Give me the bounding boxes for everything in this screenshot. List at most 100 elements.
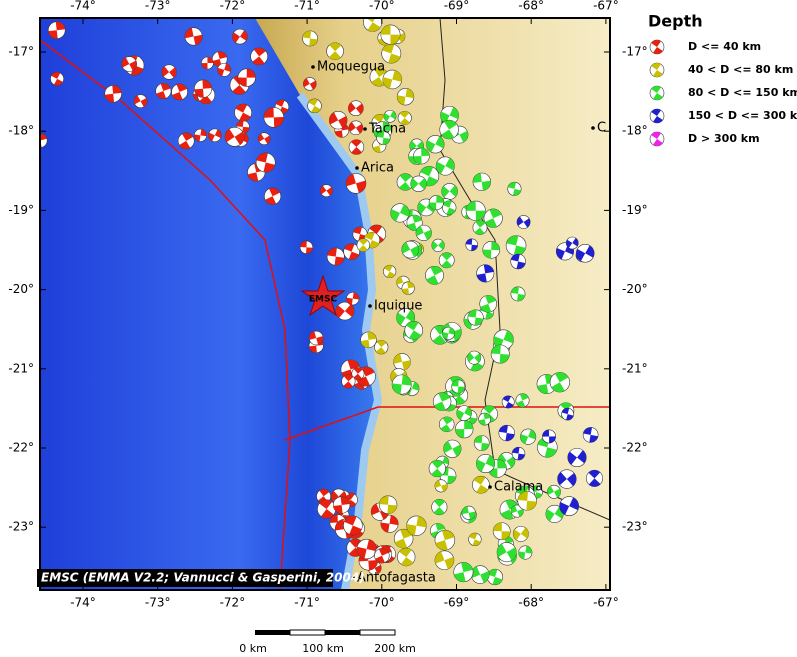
beachball-quadrant bbox=[393, 353, 411, 371]
beachball-quadrant bbox=[309, 331, 324, 345]
beachball-quadrant bbox=[441, 120, 457, 139]
beachball-quadrant bbox=[344, 243, 360, 260]
scale-label: 200 km bbox=[374, 642, 416, 653]
city-name: C bbox=[597, 121, 606, 136]
beachball-quadrant bbox=[275, 99, 289, 114]
beachball-quadrant bbox=[390, 204, 410, 222]
beachball-quadrant bbox=[319, 499, 334, 519]
plate-boundary bbox=[284, 406, 610, 441]
beachball-quadrant bbox=[566, 238, 579, 249]
beachball-quadrant bbox=[516, 216, 531, 228]
epicenter-label: EMSC bbox=[309, 295, 338, 305]
beachball-quadrant bbox=[557, 471, 577, 487]
beachball-quadrant bbox=[513, 527, 529, 541]
beachball-quadrant bbox=[511, 505, 524, 517]
beachball-quadrant bbox=[476, 455, 495, 472]
beachball-quadrant bbox=[500, 499, 519, 520]
beachball-quadrant bbox=[487, 569, 503, 585]
beachball-quadrant bbox=[384, 111, 397, 122]
credit-box bbox=[37, 569, 333, 587]
scale-bar: 0 km 100 km 200 km bbox=[239, 629, 416, 655]
beachball-quadrant bbox=[482, 241, 500, 259]
beachball-quadrant bbox=[547, 485, 561, 498]
lat-label-left: -19° bbox=[8, 203, 34, 217]
beachball-quadrant bbox=[371, 503, 389, 520]
beachball-quadrant bbox=[318, 489, 330, 504]
beachball-quadrant bbox=[431, 460, 444, 477]
beachball-quadrant bbox=[451, 379, 465, 394]
beachball-quadrant bbox=[537, 437, 557, 458]
lon-label-top: -69° bbox=[444, 0, 470, 13]
beachball-quadrant bbox=[300, 240, 313, 254]
lon-label-top: -71° bbox=[294, 0, 320, 13]
beachball-quadrant bbox=[265, 187, 281, 205]
beachball-quadrant bbox=[426, 136, 445, 153]
lon-label-bottom: -69° bbox=[444, 596, 470, 610]
beachball-quadrant bbox=[431, 240, 445, 250]
beachball-quadrant bbox=[358, 238, 368, 252]
beachball-quadrant bbox=[410, 178, 427, 190]
beachball-quadrant bbox=[441, 252, 453, 268]
beachball-quadrant bbox=[466, 201, 486, 221]
beachball-quadrant bbox=[380, 515, 399, 533]
legend-label: D <= 40 km bbox=[688, 40, 761, 53]
beachball-quadrant bbox=[237, 68, 256, 87]
city-dot bbox=[368, 304, 372, 308]
beachball-quadrant bbox=[399, 111, 410, 125]
beachball-quadrant bbox=[217, 63, 231, 77]
beachball-quadrant bbox=[469, 533, 481, 546]
trench bbox=[40, 39, 291, 590]
beachball-quadrant bbox=[429, 195, 444, 210]
beachball-quadrant bbox=[407, 215, 422, 231]
beachball-quadrant bbox=[651, 63, 663, 77]
beachball-quadrant bbox=[455, 420, 474, 438]
ticks: -74° -74° -73° -73° -72° -72° -71° -71° -70° -70°… bbox=[8, 0, 647, 610]
beachball-quadrant bbox=[498, 453, 515, 468]
beachball-quadrant bbox=[184, 27, 203, 46]
lat-label-left: -21° bbox=[8, 361, 34, 375]
beachball-quadrant bbox=[369, 224, 385, 244]
city-name: Arica bbox=[361, 161, 394, 176]
beachball-quadrant bbox=[194, 129, 207, 142]
beachball-quadrant bbox=[396, 309, 415, 326]
beachball-quadrant bbox=[308, 98, 321, 113]
beachball-quadrant bbox=[364, 232, 380, 249]
beachball-quadrant bbox=[379, 495, 397, 514]
beachball-quadrant bbox=[335, 304, 354, 318]
beachball-quadrant bbox=[360, 331, 377, 348]
beachball-quadrant bbox=[520, 429, 536, 444]
lat-label-right: -19° bbox=[622, 203, 648, 217]
lon-label-top: -74° bbox=[70, 0, 96, 13]
lon-label-bottom: -71° bbox=[294, 596, 320, 610]
beachball-quadrant bbox=[302, 30, 318, 47]
beachball-quadrant bbox=[434, 480, 448, 492]
beachball-quadrant bbox=[488, 459, 507, 478]
beachball-quadrant bbox=[348, 102, 364, 115]
beachball-quadrant bbox=[399, 548, 414, 566]
lon-label-top: -70° bbox=[369, 0, 395, 13]
lat-label-left: -20° bbox=[8, 282, 34, 296]
beachball-quadrant bbox=[401, 281, 415, 295]
beachball-quadrant bbox=[453, 562, 473, 582]
beachball-quadrant bbox=[346, 292, 360, 305]
beachball-quadrant bbox=[576, 245, 595, 262]
beachball-quadrant bbox=[179, 132, 194, 149]
beachball-quadrant bbox=[348, 122, 363, 134]
lat-label-left: -17° bbox=[8, 45, 34, 59]
beachball-quadrant bbox=[518, 545, 533, 560]
beachball-quadrant bbox=[506, 235, 526, 256]
lat-label-right: -20° bbox=[622, 282, 648, 296]
cities: Moquegua Tacna Arica Iquique Calama Antofagas… bbox=[311, 60, 606, 586]
lat-label-right: -23° bbox=[622, 520, 648, 534]
lon-label-top: -72° bbox=[220, 0, 246, 13]
beachball-quadrant bbox=[382, 70, 402, 89]
lon-label-bottom: -70° bbox=[369, 596, 395, 610]
scale-label: 100 km bbox=[302, 642, 344, 653]
beachball-quadrant bbox=[472, 173, 491, 191]
beachball-quadrant bbox=[256, 152, 276, 173]
city-name: Tacna bbox=[368, 122, 406, 137]
lon-label-top: -73° bbox=[145, 0, 171, 13]
beachball-quadrant bbox=[48, 21, 66, 39]
beachball-quadrant bbox=[493, 330, 514, 349]
lat-label-right: -22° bbox=[622, 441, 648, 455]
